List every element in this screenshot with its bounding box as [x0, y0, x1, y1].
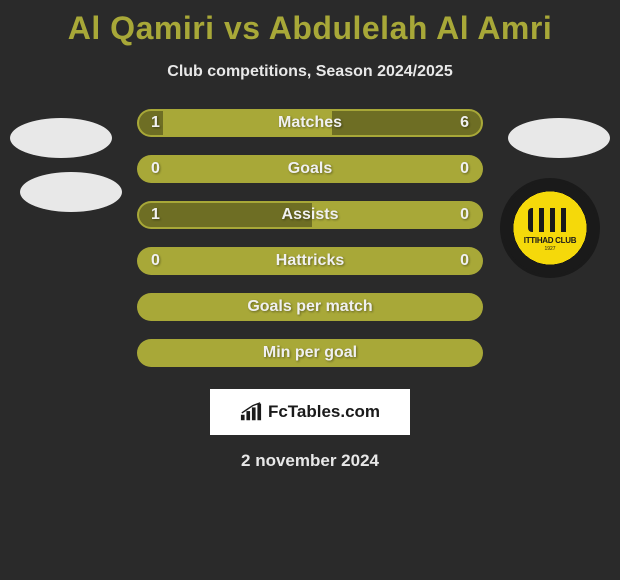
stat-label: Hattricks [276, 252, 344, 270]
stat-left-value: 0 [151, 160, 160, 178]
stat-row-goals-per-match: Goals per match [137, 293, 483, 321]
branding-box: FcTables.com [210, 389, 410, 435]
date-label: 2 november 2024 [0, 451, 620, 471]
subtitle: Club competitions, Season 2024/2025 [0, 63, 620, 81]
player1-club-avatar [20, 172, 122, 212]
player2-avatar [508, 118, 610, 158]
stat-right-value: 0 [460, 206, 469, 224]
stat-label: Assists [282, 206, 339, 224]
stat-right-value: 0 [460, 160, 469, 178]
stat-label: Goals per match [247, 298, 372, 316]
club-badge-name: ITTIHAD CLUB [524, 236, 576, 245]
player1-avatar [10, 118, 112, 158]
stat-row-matches: 1 Matches 6 [137, 109, 483, 137]
branding-text: FcTables.com [268, 402, 380, 422]
stat-left-value: 0 [151, 252, 160, 270]
stat-fill-right [332, 111, 481, 135]
stat-row-hattricks: 0 Hattricks 0 [137, 247, 483, 275]
stat-left-value: 1 [151, 206, 160, 224]
stat-row-min-per-goal: Min per goal [137, 339, 483, 367]
chart-icon [240, 402, 262, 422]
stat-label: Min per goal [263, 344, 357, 362]
stat-right-value: 6 [460, 114, 469, 132]
player2-club-badge: ITTIHAD CLUB 1927 [500, 178, 600, 278]
club-badge-year: 1927 [544, 246, 555, 252]
stat-right-value: 0 [460, 252, 469, 270]
stat-row-goals: 0 Goals 0 [137, 155, 483, 183]
stat-label: Matches [278, 114, 342, 132]
page-title: Al Qamiri vs Abdulelah Al Amri [0, 0, 620, 47]
stat-row-assists: 1 Assists 0 [137, 201, 483, 229]
stat-left-value: 1 [151, 114, 160, 132]
club-badge-stripes-icon [528, 208, 572, 232]
stat-label: Goals [288, 160, 332, 178]
